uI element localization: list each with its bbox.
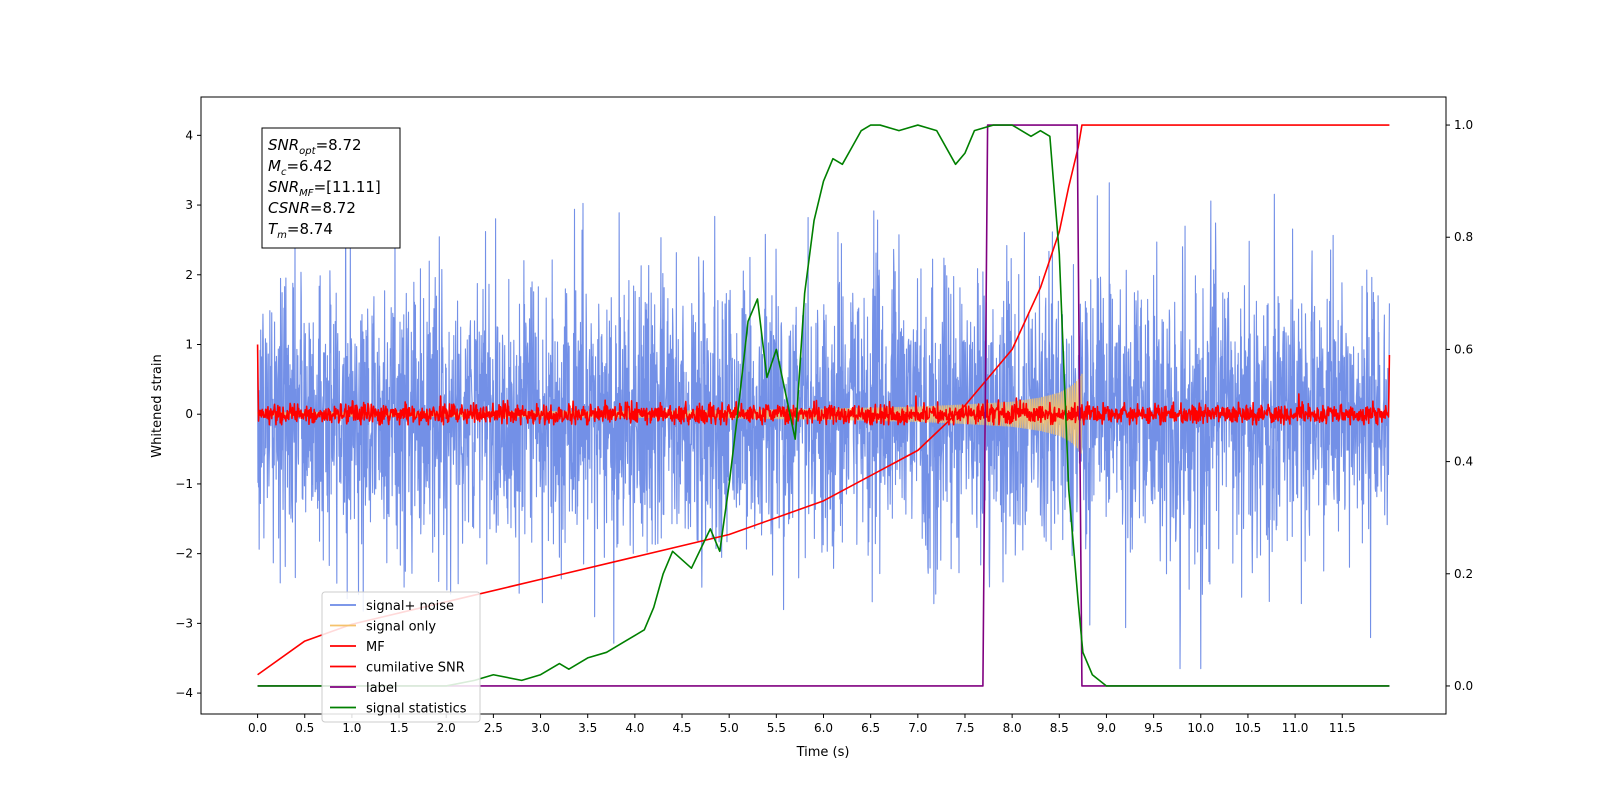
- y-tick-label: −4: [175, 686, 193, 700]
- x-tick-label: 6.0: [814, 721, 833, 735]
- y-tick-label: −2: [175, 547, 193, 561]
- y-right-tick-label: 0.0: [1454, 679, 1473, 693]
- x-tick-label: 8.5: [1050, 721, 1069, 735]
- y-right-tick-label: 0.6: [1454, 342, 1473, 356]
- x-tick-label: 8.0: [1003, 721, 1022, 735]
- legend-label-signal-only: signal only: [366, 620, 436, 635]
- legend-frame: [321, 591, 481, 723]
- y-tick-label: 2: [185, 268, 193, 282]
- annotation-line: Tm=8.74: [268, 220, 333, 241]
- legend-label-label: label: [366, 681, 397, 696]
- annotation-box: SNRopt=8.72Mc=6.42SNRMF=[11.11]CSNR=8.72…: [261, 127, 401, 249]
- annotation-frame: [261, 127, 401, 249]
- x-tick-label: 11.0: [1282, 721, 1309, 735]
- x-axis-label: Time (s): [796, 745, 850, 760]
- y-right-tick-label: 0.8: [1454, 230, 1473, 244]
- annotation-line: Mc=6.42: [268, 157, 332, 178]
- annotation-line: SNRopt=8.72: [268, 136, 362, 157]
- series-mf: [256, 344, 1391, 426]
- y-axis-left: −4 −3 −2 −1 0 1 2 3 4: [175, 128, 201, 700]
- x-tick-label: 2.5: [484, 721, 503, 735]
- annotation-line: SNRMF=[11.11]: [268, 178, 381, 199]
- y-tick-label: −1: [175, 477, 193, 491]
- legend: signal+ noise signal only MF cumilative SNR…: [321, 591, 481, 723]
- x-tick-label: 1.0: [342, 721, 361, 735]
- x-tick-label: 1.5: [390, 721, 409, 735]
- y-tick-label: 4: [185, 128, 193, 142]
- x-tick-label: 9.0: [1097, 721, 1116, 735]
- y-right-tick-label: 1.0: [1454, 118, 1473, 132]
- legend-label-mf: MF: [366, 640, 385, 655]
- series-signal-noise: [257, 182, 1390, 670]
- x-tick-label: 0.5: [295, 721, 314, 735]
- x-tick-label: 7.0: [908, 721, 927, 735]
- x-tick-label: 9.5: [1144, 721, 1163, 735]
- legend-label-cumilative-snr: cumilative SNR: [366, 661, 465, 676]
- x-tick-label: 4.5: [672, 721, 691, 735]
- x-tick-label: 6.5: [861, 721, 880, 735]
- annotation-line: CSNR=8.72: [268, 199, 356, 217]
- x-axis: 0.0 0.5 1.0 1.5 2.0 2.5 3.0 3.5 4.0 4.5 5.0 5.5 6.0 6…: [248, 714, 1356, 735]
- x-tick-label: 4.0: [625, 721, 644, 735]
- legend-label-signal-statistics: signal statistics: [366, 702, 467, 717]
- x-tick-label: 11.5: [1329, 721, 1356, 735]
- y-right-tick-label: 0.4: [1454, 455, 1473, 469]
- x-tick-label: 7.5: [955, 721, 974, 735]
- y-tick-label: −3: [175, 616, 193, 630]
- x-tick-label: 10.5: [1235, 721, 1262, 735]
- y-axis-right: 0.0 0.2 0.4 0.6 0.8 1.0: [1446, 118, 1473, 693]
- y-tick-label: 3: [185, 198, 193, 212]
- x-tick-label: 3.0: [531, 721, 550, 735]
- y-axis-label: Whitened strain: [150, 354, 165, 457]
- x-tick-label: 2.0: [437, 721, 456, 735]
- y-tick-label: 1: [185, 337, 193, 351]
- y-right-tick-label: 0.2: [1454, 567, 1473, 581]
- x-tick-label: 5.5: [767, 721, 786, 735]
- series-signal-statistics: [257, 124, 1390, 687]
- x-tick-label: 10.0: [1187, 721, 1214, 735]
- x-tick-label: 3.5: [578, 721, 597, 735]
- legend-label-signal-noise: signal+ noise: [366, 599, 454, 614]
- x-tick-label: 0.0: [248, 721, 267, 735]
- x-tick-label: 5.0: [720, 721, 739, 735]
- y-tick-label: 0: [185, 407, 193, 421]
